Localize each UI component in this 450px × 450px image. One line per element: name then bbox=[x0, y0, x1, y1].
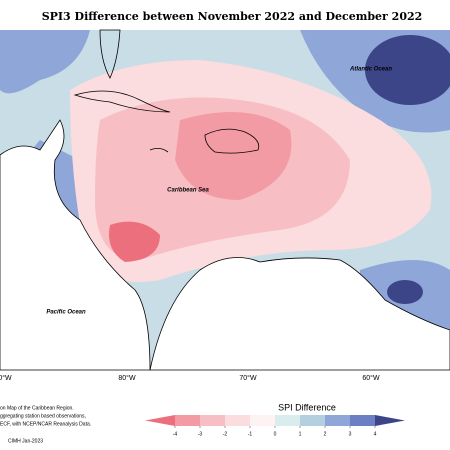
colorbar-segment bbox=[325, 415, 351, 426]
colorbar-tick-label: -4 bbox=[173, 431, 178, 437]
map bbox=[0, 29, 450, 371]
credit: CIMH Jan-2023 bbox=[8, 438, 43, 444]
colorbar-tick-label: -1 bbox=[248, 431, 253, 437]
colorbar-segment bbox=[175, 415, 201, 426]
anomaly-area bbox=[0, 30, 90, 94]
anomaly-area bbox=[387, 280, 423, 304]
coastline bbox=[73, 90, 171, 113]
coastline bbox=[99, 29, 121, 79]
colorbar-tick-label: 2 bbox=[324, 431, 327, 437]
colorbar-segment bbox=[200, 415, 226, 426]
anomaly-area bbox=[365, 35, 450, 105]
map-label: Atlantic Ocean bbox=[349, 67, 392, 73]
colorbar-segment bbox=[225, 415, 251, 426]
colorbar-segment bbox=[350, 415, 376, 426]
land bbox=[149, 257, 450, 371]
coastline bbox=[204, 128, 260, 154]
colorbar-tick-label: 4 bbox=[374, 431, 377, 437]
colorbar-segment bbox=[300, 415, 326, 426]
anomaly-area bbox=[109, 221, 160, 262]
map-label: Caribbean Sea bbox=[167, 188, 209, 194]
longitude-label: 60°W bbox=[362, 374, 380, 382]
colorbar-tick-label: -3 bbox=[198, 431, 203, 437]
footnote: on Map of the Caribbean Region. bbox=[0, 405, 74, 411]
footnote: ggregating station based observations, bbox=[0, 413, 86, 419]
title: SPI3 Difference between November 2022 an… bbox=[42, 10, 423, 23]
colorbar-tick-label: 0 bbox=[274, 431, 277, 437]
longitude-label: 70°W bbox=[239, 374, 257, 382]
longitude-label: 0°W bbox=[0, 374, 12, 382]
colorbar-arrow bbox=[375, 415, 405, 426]
colorbar-tick-label: 3 bbox=[349, 431, 352, 437]
anomaly-area bbox=[175, 112, 292, 200]
colorbar-tick-label: -2 bbox=[223, 431, 228, 437]
coastline bbox=[149, 148, 169, 153]
colorbar-segment bbox=[275, 415, 301, 426]
map-label: Pacific Ocean bbox=[46, 310, 86, 316]
longitude-label: 80°W bbox=[118, 374, 136, 382]
colorbar-segment bbox=[250, 415, 276, 426]
legend-title: SPI Difference bbox=[278, 402, 336, 412]
colorbar-arrow bbox=[145, 415, 175, 426]
colorbar-tick-label: 1 bbox=[299, 431, 302, 437]
footnote: ECF, with NCEP/NCAR Reanalysis Data. bbox=[0, 421, 91, 427]
land bbox=[0, 119, 151, 371]
